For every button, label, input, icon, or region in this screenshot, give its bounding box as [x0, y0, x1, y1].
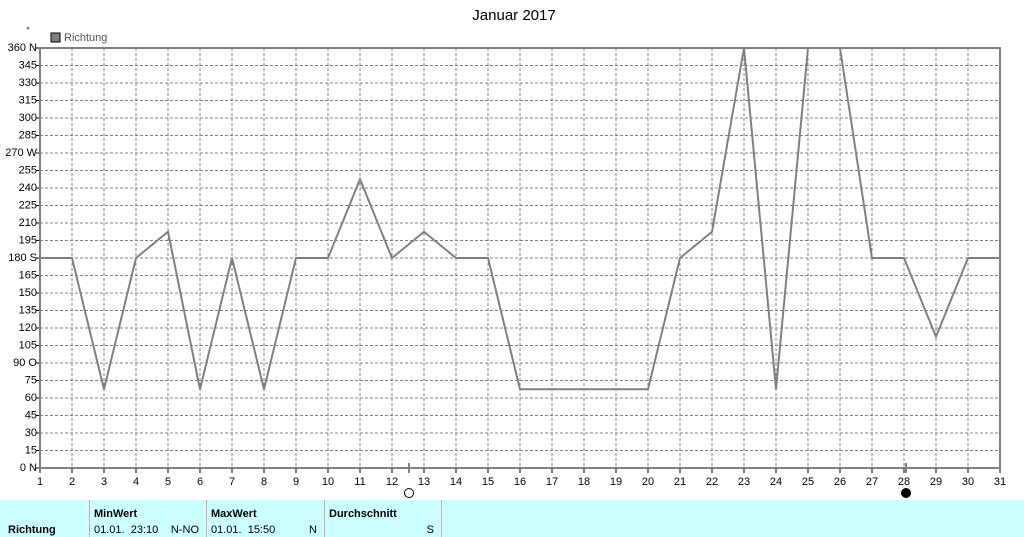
y-tick-label: 225 — [19, 199, 37, 211]
x-tick-label: 9 — [293, 476, 299, 488]
x-tick-label: 27 — [866, 476, 878, 488]
y-tick-label: 345 — [19, 59, 37, 71]
column-header: MinWert — [94, 508, 138, 520]
separator — [89, 500, 90, 537]
y-tick-label: 75 — [25, 374, 37, 386]
y-tick-label: 165 — [19, 269, 37, 281]
x-tick-label: 16 — [514, 476, 526, 488]
column-header: MaxWert — [211, 508, 257, 520]
y-tick-label: 180 S — [8, 252, 37, 264]
x-tick-label: 14 — [450, 476, 462, 488]
x-tick-label: 28 — [898, 476, 910, 488]
separator — [441, 500, 442, 537]
legend-label: Richtung — [64, 32, 107, 44]
y-tick-label: 315 — [19, 94, 37, 106]
x-tick-label: 10 — [322, 476, 334, 488]
y-unit: ° — [26, 25, 30, 35]
full-moon-icon — [404, 488, 414, 498]
y-tick-label: 150 — [19, 287, 37, 299]
separator — [206, 500, 207, 537]
x-tick-label: 23 — [738, 476, 750, 488]
y-tick-label: 330 — [19, 77, 37, 89]
y-tick-label: 45 — [25, 409, 37, 421]
x-tick-label: 6 — [197, 476, 203, 488]
x-tick-label: 31 — [994, 476, 1006, 488]
x-tick-label: 2 — [69, 476, 75, 488]
x-tick-label: 1 — [37, 476, 43, 488]
y-tick-label: 90 O — [13, 357, 37, 369]
x-tick-label: 21 — [674, 476, 686, 488]
x-tick-label: 19 — [610, 476, 622, 488]
separator — [324, 500, 325, 537]
x-tick-label: 22 — [706, 476, 718, 488]
column-date: 01.01. 23:10 — [94, 524, 159, 536]
x-tick-label: 30 — [962, 476, 974, 488]
y-tick-label: 360 N — [8, 42, 37, 54]
legend-swatch — [50, 32, 61, 43]
y-tick-label: 60 — [25, 392, 37, 404]
y-tick-label: 30 — [25, 427, 37, 439]
y-tick-label: 255 — [19, 164, 37, 176]
y-tick-label: 120 — [19, 322, 37, 334]
column-value: N — [309, 524, 317, 536]
y-tick-label: 195 — [19, 234, 37, 246]
y-tick-label: 300 — [19, 112, 37, 124]
y-tick-label: 0 N — [20, 462, 37, 474]
column-value: S — [426, 524, 434, 536]
y-tick-label: 15 — [25, 444, 37, 456]
y-tick-label: 270 W — [5, 147, 37, 159]
data-line — [40, 48, 1000, 391]
x-tick-label: 12 — [386, 476, 398, 488]
x-tick-label: 3 — [101, 476, 107, 488]
y-tick-label: 105 — [19, 339, 37, 351]
y-tick-label: 135 — [19, 304, 37, 316]
x-tick-label: 5 — [165, 476, 171, 488]
x-tick-label: 24 — [770, 476, 782, 488]
x-tick-label: 17 — [546, 476, 558, 488]
y-tick-label: 240 — [19, 182, 37, 194]
summary-panel: Richtung MinWert 01.01. 23:10 N-NO MaxWert 0… — [0, 500, 1024, 537]
column-value: N-NO — [170, 524, 199, 536]
column-header: Durchschnitt — [329, 508, 397, 520]
x-tick-label: 15 — [482, 476, 494, 488]
x-tick-label: 4 — [133, 476, 139, 488]
y-tick-label: 285 — [19, 129, 37, 141]
x-tick-label: 20 — [642, 476, 654, 488]
x-tick-label: 8 — [261, 476, 267, 488]
x-tick-label: 25 — [802, 476, 814, 488]
x-tick-label: 13 — [418, 476, 430, 488]
new-moon-icon — [901, 488, 911, 498]
row-label: Richtung — [8, 524, 56, 536]
x-tick-label: 7 — [229, 476, 235, 488]
y-tick-label: 210 — [19, 217, 37, 229]
x-tick-label: 11 — [354, 476, 365, 488]
x-tick-label: 29 — [930, 476, 942, 488]
chart-title: Januar 2017 — [472, 7, 555, 24]
x-tick-label: 26 — [834, 476, 846, 488]
column-date: 01.01. 15:50 — [211, 524, 276, 536]
x-tick-label: 18 — [578, 476, 590, 488]
